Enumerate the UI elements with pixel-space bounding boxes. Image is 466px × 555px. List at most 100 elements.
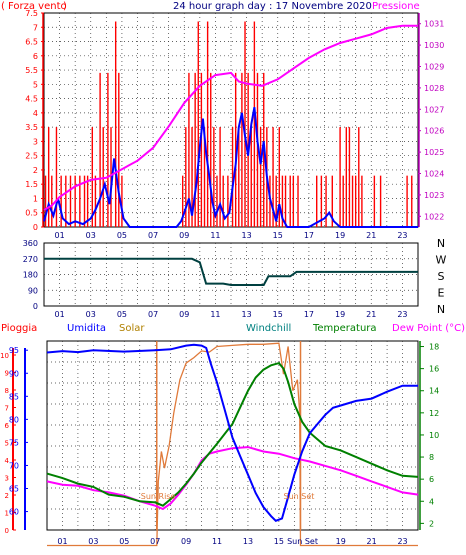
rain-y-tick-label: 8 (5, 387, 9, 395)
solar-line (47, 342, 418, 547)
wind-y-tick-label: 5.5 (25, 66, 38, 75)
header-humidity-label: Umidita (67, 323, 106, 334)
direction-y-tick-label: 0 (33, 302, 38, 311)
temp-x-tick-label: 23 (397, 537, 407, 546)
header-pressure-label: Pressione (372, 1, 420, 12)
wind-x-tick-label: 15 (273, 231, 283, 240)
rain-y-tick-label: 5 (5, 440, 9, 448)
direction-x-tick-label: 07 (148, 310, 158, 319)
temperature-humidity-panel: 0123456789106065707580859095246810121416… (0, 340, 439, 547)
temperature-y-tick-label: 14 (429, 387, 439, 396)
wind-x-tick-label: 11 (210, 231, 220, 240)
rain-y-tick-label: 2 (5, 492, 9, 500)
direction-x-tick-label: 09 (179, 310, 189, 319)
temp-x-tick-label: 09 (181, 537, 191, 546)
wind-y-tick-label: 6.5 (25, 38, 38, 47)
temp-x-tick-label: 05 (119, 537, 129, 546)
direction-y-tick-label: 270 (23, 255, 38, 264)
wind-y-tick-label: 2.5 (25, 152, 38, 161)
pressure-y-tick-label: 1027 (424, 105, 444, 114)
direction-x-tick-label: 11 (210, 310, 220, 319)
wind-x-tick-label: 19 (335, 231, 345, 240)
temp-x-tick-label: 15 (274, 537, 284, 546)
direction-x-tick-label: 17 (304, 310, 314, 319)
wind-x-tick-label: 01 (54, 231, 64, 240)
wind-y-tick-label: 4 (33, 109, 38, 118)
temperature-y-tick-label: 8 (429, 453, 434, 462)
direction-line (44, 257, 418, 286)
header-dewpoint-label: Dew Point (°C) (392, 323, 465, 334)
humidity-y-tick-label: 75 (9, 438, 19, 447)
pressure-y-tick-label: 1026 (424, 127, 444, 136)
temperature-y-tick-label: 18 (429, 343, 439, 352)
humidity-line (46, 343, 418, 522)
wind-x-tick-label: 03 (86, 231, 96, 240)
wind-x-tick-label: 07 (148, 231, 158, 240)
rain-y-tick-label: 6 (5, 422, 10, 430)
rain-y-tick-label: 1 (5, 510, 9, 518)
pressure-y-tick-label: 1023 (424, 191, 444, 200)
wind-x-tick-label: 05 (117, 231, 127, 240)
direction-compass-label: N (437, 303, 445, 316)
wind-y-tick-label: 1.5 (25, 180, 38, 189)
header-rain-label: Pioggia (1, 323, 37, 334)
wind-x-tick-label: 09 (179, 231, 189, 240)
sunset-label: Sun Set (284, 492, 315, 501)
direction-compass-label: E (438, 287, 445, 300)
wind-pressure-panel: 0 0.5 1 1.5 2 2.5 3 3.5 4 4.5 5 5.5 6 6.5 7 7.5 1022 1023… (25, 9, 444, 240)
pressure-y-tick-label: 1029 (424, 63, 444, 72)
direction-y-tick-label: 180 (23, 271, 38, 280)
direction-x-tick-label: 19 (335, 310, 345, 319)
humidity-y-tick-label: 95 (9, 346, 19, 355)
wind-y-tick-label: 4.5 (25, 95, 38, 104)
sunrise-label: Sun Rise (141, 492, 176, 501)
pressure-y-tick-label: 1022 (424, 212, 444, 221)
humidity-y-tick-label: 60 (9, 508, 19, 517)
wind-y-tick-label: 3 (33, 137, 38, 146)
direction-x-tick-label: 05 (117, 310, 127, 319)
humidity-y-tick-label: 85 (9, 392, 19, 401)
pressure-y-tick-label: 1028 (424, 84, 444, 93)
header-windchill-label: Windchill (246, 323, 291, 334)
temperature-y-tick-label: 6 (429, 475, 434, 484)
rain-y-tick-label: 4 (5, 457, 10, 465)
pressure-y-tick-label: 1030 (424, 41, 444, 50)
humidity-y-tick-label: 70 (9, 461, 19, 470)
direction-x-tick-label: 03 (86, 310, 96, 319)
wind-y-tick-label: 7.5 (25, 9, 38, 18)
wind-x-tick-label: 21 (366, 231, 376, 240)
temperature-y-tick-label: 10 (429, 431, 439, 440)
wind-x-tick-label: 13 (241, 231, 251, 240)
rain-y-tick-label: 10 (0, 352, 9, 360)
temp-x-tick-label: 07 (150, 537, 160, 546)
header-title: 24 hour graph day : 17 Novembre 2020 (173, 1, 372, 12)
humidity-y-tick-label: 90 (9, 369, 19, 378)
wind-y-tick-label: 5 (33, 80, 38, 89)
wind-y-tick-label: 3.5 (25, 123, 38, 132)
header-temperature-label: Temperatura (312, 323, 377, 334)
pressure-y-tick-label: 1025 (424, 148, 444, 157)
direction-compass-label: S (438, 270, 445, 283)
header-left-paren: ( (1, 1, 5, 12)
temperature-y-tick-label: 12 (429, 409, 439, 418)
rain-y-tick-label: 7 (5, 405, 9, 413)
humidity-y-tick-label: 65 (9, 485, 19, 494)
header-left-close: ) (63, 1, 67, 12)
pressure-y-tick-label: 1031 (424, 20, 444, 29)
sunset-axis-label: Sun Set (287, 537, 318, 546)
temp-x-tick-label: 01 (57, 537, 67, 546)
direction-x-tick-label: 23 (397, 310, 407, 319)
temp-x-tick-label: 03 (88, 537, 98, 546)
wind-y-tick-label: 1 (33, 194, 38, 203)
direction-x-tick-label: 13 (241, 310, 251, 319)
direction-y-tick-label: 360 (23, 239, 38, 248)
header-wind-label: Forza vento (8, 1, 67, 12)
temperature-line (46, 361, 419, 507)
wind-gust-line (43, 107, 418, 228)
temperature-y-tick-label: 16 (429, 365, 439, 374)
humidity-y-tick-label: 80 (9, 415, 19, 424)
temp-x-tick-label: 21 (367, 537, 377, 546)
rain-y-tick-label: 0 (5, 527, 9, 535)
direction-compass-label: W (436, 254, 447, 267)
